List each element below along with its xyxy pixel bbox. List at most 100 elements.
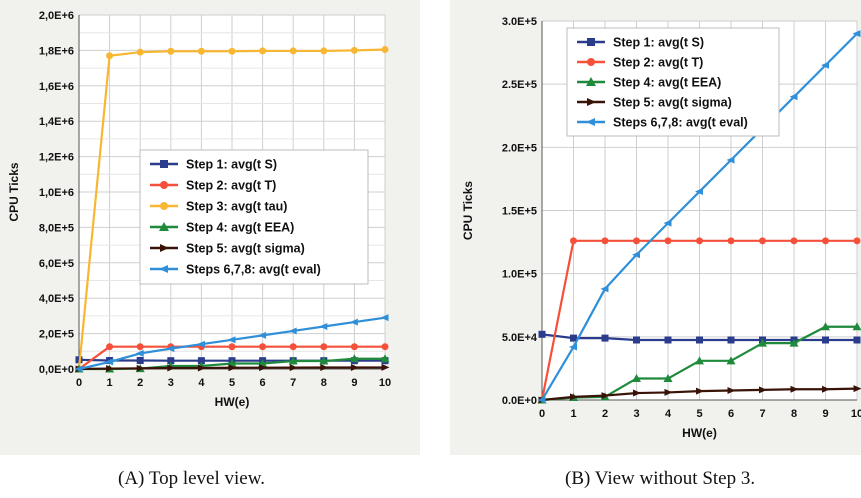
data-point — [320, 343, 328, 351]
data-point — [587, 58, 595, 66]
legend-label: Steps 6,7,8: avg(t eval) — [613, 116, 748, 130]
y-axis-title: CPU Ticks — [461, 181, 475, 240]
data-point — [852, 30, 861, 38]
data-point — [259, 343, 267, 351]
x-tick-label: 2 — [137, 377, 143, 389]
x-tick-label: 9 — [351, 377, 357, 389]
data-point — [228, 343, 236, 351]
data-point — [258, 331, 267, 339]
data-point — [821, 322, 830, 331]
x-tick-label: 4 — [665, 408, 672, 420]
data-point — [136, 48, 144, 56]
data-point — [74, 365, 83, 373]
chart-panel-b: 0.0E+0 5.0E+4 1.0E+5 1.5E+5 2.0E+5 2.5E+5 3.0E… — [450, 0, 861, 498]
data-point — [381, 46, 389, 54]
y-tick-label: 1.0E+5 — [502, 269, 537, 281]
data-point — [790, 385, 799, 393]
data-point — [159, 265, 168, 273]
data-point — [350, 363, 359, 371]
chart-b: 0.0E+0 5.0E+4 1.0E+5 1.5E+5 2.0E+5 2.5E+5 3.0E… — [461, 16, 861, 440]
x-tick-label: 1 — [107, 377, 113, 389]
data-point — [160, 202, 168, 210]
data-point — [759, 237, 766, 245]
series — [538, 237, 861, 404]
data-point — [853, 385, 861, 393]
data-point — [586, 118, 595, 126]
data-point — [288, 356, 298, 365]
data-point — [105, 358, 114, 366]
data-point — [695, 356, 704, 365]
x-tick-label: 8 — [321, 377, 327, 389]
data-point — [197, 364, 206, 372]
data-point — [350, 343, 358, 351]
data-point — [758, 338, 767, 347]
y-tick-label: 2.5E+5 — [502, 79, 537, 91]
data-point — [727, 237, 735, 245]
data-point — [136, 343, 144, 351]
data-point — [601, 334, 609, 342]
y-tick-label: 1,8E+6 — [39, 45, 74, 57]
data-point — [160, 244, 169, 252]
y-tick-label: 4,0E+5 — [39, 293, 74, 305]
data-point — [320, 363, 329, 371]
data-point — [380, 354, 390, 363]
data-point — [600, 285, 609, 293]
data-point — [289, 47, 297, 55]
data-point — [632, 251, 640, 259]
data-point — [663, 374, 673, 383]
data-point — [259, 47, 267, 55]
data-point — [167, 364, 176, 372]
data-point — [726, 356, 736, 365]
legend-label: Step 1: avg(t S) — [186, 158, 277, 172]
data-point — [821, 61, 829, 69]
data-point — [136, 364, 145, 372]
y-tick-label: 8,0E+5 — [39, 222, 74, 234]
data-point — [601, 237, 609, 245]
data-point — [228, 47, 236, 55]
data-point — [381, 363, 390, 371]
data-point — [159, 222, 169, 231]
data-point — [853, 336, 861, 344]
data-point — [664, 237, 672, 245]
caption-label: (B) — [565, 468, 591, 489]
data-point — [852, 322, 861, 331]
data-point — [135, 349, 144, 357]
data-point — [380, 314, 389, 322]
x-tick-label: 3 — [168, 377, 174, 389]
x-tick-label: 5 — [229, 377, 235, 389]
data-point — [586, 77, 596, 86]
data-point — [136, 357, 144, 365]
legend-label: Step 1: avg(t S) — [613, 36, 704, 50]
legend-label: Step 2: avg(t T) — [186, 179, 276, 193]
data-point — [695, 188, 703, 196]
data-point — [106, 343, 114, 351]
data-point — [289, 343, 297, 351]
figure-caption-b: (B) View without Step 3. — [565, 468, 755, 490]
data-point — [664, 336, 672, 344]
y-tick-label: 0.0E+0 — [502, 395, 537, 407]
data-point — [726, 156, 735, 164]
data-point — [167, 357, 175, 365]
legend-label: Step 2: avg(t T) — [613, 56, 703, 70]
data-point — [633, 336, 640, 344]
x-tick-label: 9 — [822, 408, 828, 420]
x-tick-label: 1 — [570, 408, 576, 420]
figure-caption-a: (A) Top level view. — [118, 468, 265, 490]
data-point — [822, 237, 829, 245]
y-tick-label: 1,6E+6 — [39, 81, 74, 93]
data-point — [106, 52, 114, 60]
chart-panel-a: 0,0E+0 2,0E+5 4,0E+5 6,0E+5 8,0E+5 1,0E+6 1,2E… — [0, 0, 420, 498]
data-point — [569, 343, 577, 351]
data-point — [349, 318, 358, 326]
data-point — [167, 47, 175, 55]
caption-label: (A) — [118, 468, 145, 489]
data-point — [227, 336, 236, 344]
data-point — [696, 387, 704, 395]
x-tick-label: 0 — [539, 408, 545, 420]
data-point — [696, 336, 703, 344]
data-point — [822, 336, 829, 344]
data-point — [320, 47, 328, 55]
data-point — [381, 343, 389, 351]
x-tick-label: 5 — [696, 408, 702, 420]
data-point — [789, 338, 799, 347]
